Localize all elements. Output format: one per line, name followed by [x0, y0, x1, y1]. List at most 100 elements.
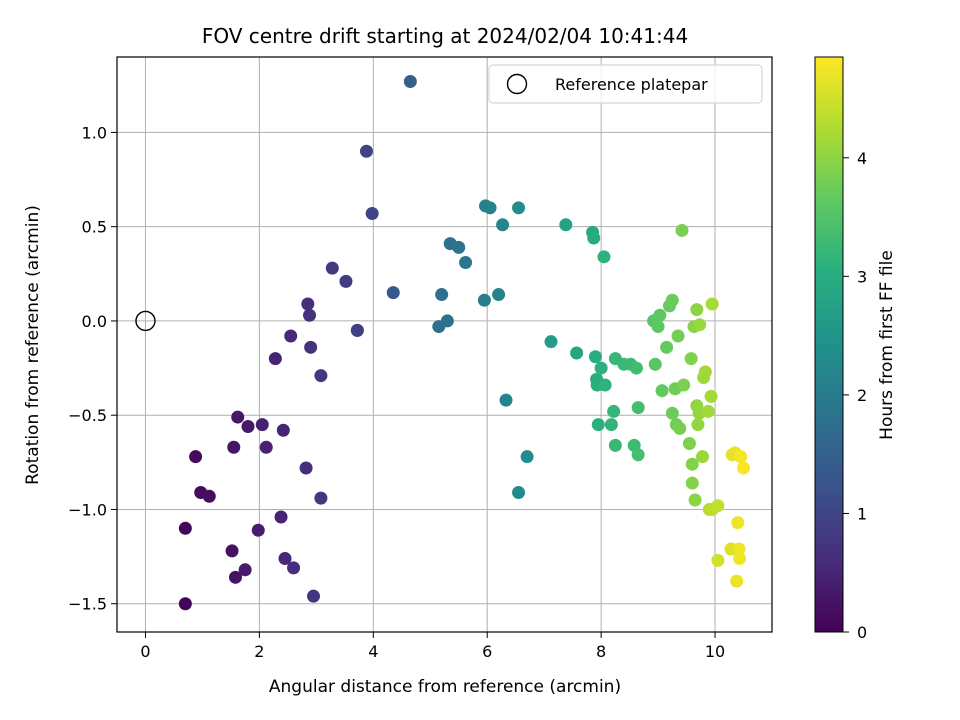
data-point — [651, 320, 665, 334]
data-point — [587, 231, 601, 245]
x-tick-label: 4 — [368, 642, 378, 661]
data-point — [685, 476, 699, 490]
data-point — [284, 329, 298, 343]
data-point — [178, 597, 192, 611]
data-point — [730, 574, 744, 588]
colorbar-ticks: 0 1 2 3 4 — [843, 149, 867, 642]
data-point — [255, 418, 269, 432]
data-point — [241, 420, 255, 434]
colorbar-label: Hours from first FF file — [877, 250, 897, 440]
plot-frame — [116, 56, 773, 633]
y-tick-label: −1.5 — [68, 595, 107, 614]
data-point — [314, 491, 328, 505]
x-tick-label: 8 — [596, 642, 606, 661]
data-point — [665, 406, 679, 420]
data-point — [227, 440, 241, 454]
grid-lines — [117, 57, 772, 632]
data-point — [499, 393, 513, 407]
data-point — [477, 293, 491, 307]
data-point — [631, 448, 645, 462]
data-point — [608, 438, 622, 452]
reference-marker-group — [135, 310, 156, 332]
x-axis: 0 2 4 6 8 10 — [140, 632, 725, 661]
colorbar-tick-label: 4 — [857, 149, 867, 168]
data-point — [629, 361, 643, 375]
data-point — [705, 297, 719, 311]
colorbar-tick-label: 2 — [857, 386, 867, 405]
data-point — [660, 340, 674, 354]
data-point — [665, 293, 679, 307]
data-point — [202, 489, 216, 503]
data-point — [274, 510, 288, 524]
data-point — [492, 288, 506, 302]
data-point — [588, 350, 602, 364]
chart-title: FOV centre drift starting at 2024/02/04 … — [202, 24, 688, 48]
data-point — [682, 436, 696, 450]
data-point — [594, 361, 608, 375]
data-point — [403, 75, 417, 89]
data-point — [452, 240, 466, 254]
data-point — [690, 303, 704, 317]
data-point — [544, 335, 558, 349]
data-point — [512, 485, 526, 499]
data-point — [459, 255, 473, 269]
data-point — [512, 201, 526, 215]
data-point — [673, 421, 687, 435]
data-point — [189, 450, 203, 464]
data-point — [711, 499, 725, 513]
data-point — [303, 308, 317, 322]
data-point — [732, 542, 746, 556]
data-point — [737, 461, 751, 475]
legend: Reference platepar — [488, 64, 763, 104]
data-point — [268, 352, 282, 366]
colorbar: 0 1 2 3 4 Hours from first FF file — [814, 56, 897, 642]
data-point — [325, 261, 339, 275]
data-point — [238, 563, 252, 577]
y-tick-label: 0.0 — [82, 312, 107, 331]
data-point — [339, 274, 353, 288]
x-tick-label: 10 — [705, 642, 725, 661]
y-axis: −1.5 −1.0 −0.5 0.0 0.5 1.0 — [68, 123, 117, 614]
data-point — [259, 440, 273, 454]
data-point — [597, 250, 611, 264]
data-point — [440, 314, 454, 328]
data-point — [591, 418, 605, 432]
data-point — [685, 457, 699, 471]
data-point — [570, 346, 584, 360]
data-point — [276, 423, 290, 437]
data-point — [701, 404, 715, 418]
x-axis-label: Angular distance from reference (arcmin) — [269, 677, 621, 697]
y-tick-label: 0.5 — [82, 218, 107, 237]
data-point — [228, 570, 242, 584]
data-point — [307, 589, 320, 603]
data-point — [711, 553, 725, 567]
data-point — [688, 493, 702, 507]
data-point — [231, 410, 245, 424]
data-point — [496, 218, 510, 232]
data-point — [559, 218, 573, 232]
data-point — [631, 401, 645, 415]
data-point — [225, 544, 239, 558]
data-point — [671, 329, 685, 343]
data-point — [604, 418, 618, 432]
data-point — [386, 286, 400, 300]
data-point — [693, 318, 707, 332]
data-point — [301, 297, 315, 311]
data-point — [734, 450, 748, 464]
data-point — [251, 523, 265, 537]
data-point — [653, 308, 667, 322]
y-tick-label: −0.5 — [68, 406, 107, 425]
y-tick-label: 1.0 — [82, 123, 107, 142]
data-point — [677, 378, 691, 392]
data-point — [731, 516, 745, 530]
colorbar-frame — [814, 56, 844, 633]
y-axis-label: Rotation from reference (arcmin) — [23, 205, 43, 485]
legend-marker-reference-icon — [506, 73, 528, 95]
data-point — [435, 288, 449, 302]
y-tick-label: −1.0 — [68, 500, 107, 519]
data-point — [350, 323, 364, 337]
data-point — [299, 461, 313, 475]
data-point — [483, 201, 497, 215]
data-point — [684, 352, 698, 366]
